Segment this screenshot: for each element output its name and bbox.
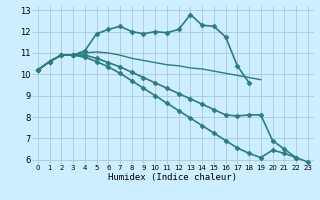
X-axis label: Humidex (Indice chaleur): Humidex (Indice chaleur) [108,173,237,182]
